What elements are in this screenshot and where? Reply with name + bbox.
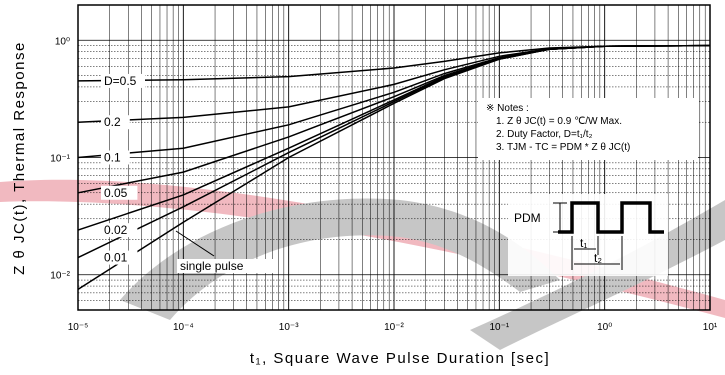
series-label-bg (101, 150, 130, 165)
series-label-bg (101, 73, 145, 88)
series-label: 0.1 (104, 151, 121, 165)
series-label: 0.2 (104, 115, 121, 129)
series-label-bg (177, 259, 275, 273)
x-axis-title: t₁, Square Wave Pulse Duration [sec] (250, 350, 550, 367)
pdm-label: PDM (514, 211, 541, 225)
series-label: 0.05 (104, 186, 128, 200)
series-label: D=0.5 (104, 74, 137, 88)
series-label-bg (101, 250, 138, 265)
x-tick-label: 10⁰ (597, 322, 612, 333)
series-label-bg (101, 115, 130, 130)
x-tick-label: 10⁻¹ (489, 322, 509, 333)
series-label: 0.01 (104, 251, 128, 265)
x-tick-label: 10⁻² (384, 322, 404, 333)
pulse-diagram: PDM t₁ t₂ (508, 194, 668, 276)
note-line-2: 2. Duty Factor, D=t₁/t₂ (496, 129, 593, 140)
y-tick-labels: 10⁻² 10⁻¹ 10⁰ (50, 36, 70, 281)
x-tick-label: 10⁻³ (279, 322, 299, 333)
x-tick-label: 10⁻⁵ (68, 322, 89, 333)
y-axis-title: Z θ JC(t), Thermal Response (11, 41, 28, 275)
x-tick-label: 10¹ (703, 322, 718, 333)
series-label: single pulse (180, 259, 244, 273)
y-tick-label: 10⁻² (50, 271, 70, 282)
pulse-waveform (558, 201, 664, 234)
notes-heading: ※ Notes : (486, 103, 529, 114)
series-label-bg (101, 223, 138, 238)
x-tick-labels: 10⁻⁵ 10⁻⁴ 10⁻³ 10⁻² 10⁻¹ 10⁰ 10¹ (68, 322, 718, 333)
y-tick-label: 10⁰ (55, 36, 70, 47)
series-label: 0.02 (104, 223, 128, 237)
x-tick-label: 10⁻⁴ (173, 322, 194, 333)
single-pulse-pointer (175, 230, 215, 257)
series-label-bg (101, 185, 138, 200)
t1-label: t₁ (580, 236, 587, 250)
series-line (77, 44, 711, 291)
plot-frame (77, 4, 711, 311)
thermal-curves (77, 44, 711, 291)
note-line-1: 1. Z θ JC(t) = 0.9 ℃/W Max. (496, 116, 622, 127)
t2-label: t₂ (594, 251, 602, 265)
y-tick-label: 10⁻¹ (50, 154, 70, 165)
curve-labels: D=0.5 0.2 0.1 0.05 0.02 0.01 single pulse (101, 73, 275, 273)
notes-box: ※ Notes : 1. Z θ JC(t) = 0.9 ℃/W Max. 2.… (478, 98, 698, 160)
note-line-3: 3. TJM - TC = PDM * Z θ JC(t) (496, 142, 630, 153)
